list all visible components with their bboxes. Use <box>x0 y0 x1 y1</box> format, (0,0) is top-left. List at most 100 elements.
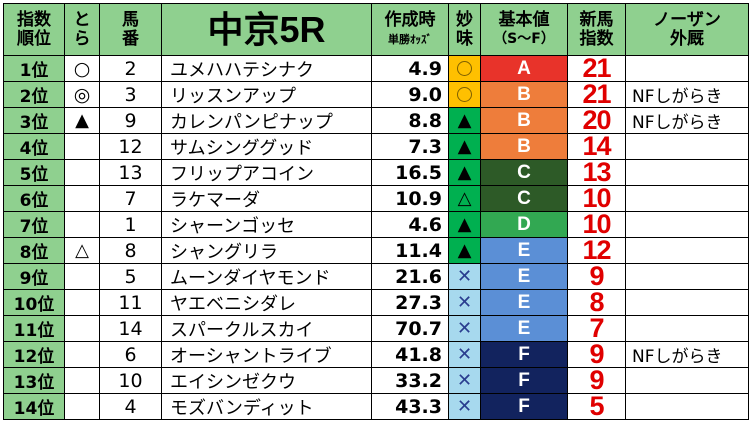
row-index-cell: 9 <box>568 264 626 290</box>
row-index-cell: 21 <box>568 82 626 108</box>
header-umaban: 馬 番 <box>100 3 162 56</box>
row-tora-cell <box>65 368 100 394</box>
row-index-cell: 20 <box>568 108 626 134</box>
row-odds-cell: 41.8 <box>372 342 449 368</box>
row-odds-cell: 16.5 <box>372 160 449 186</box>
row-myomi-cell: ✕ <box>449 342 481 368</box>
header-kihon-label: 基本値 <box>498 9 550 30</box>
row-name-cell: オーシャントライブ <box>162 342 372 368</box>
header-nosa-line2: 外厩 <box>670 28 704 49</box>
row-myomi-cell: ✕ <box>449 394 481 420</box>
row-rank-cell: 3位 <box>3 108 65 134</box>
row-grade-cell: E <box>481 238 568 264</box>
row-myomi-cell: ✕ <box>449 290 481 316</box>
row-index-cell: 21 <box>568 56 626 82</box>
row-myomi-cell: △ <box>449 186 481 212</box>
row-rank-cell: 8位 <box>3 238 65 264</box>
header-shinba: 新馬 指数 <box>568 3 626 56</box>
row-odds-cell: 43.3 <box>372 394 449 420</box>
row-grade-cell: C <box>481 160 568 186</box>
header-umaban-line1: 馬 <box>122 9 139 30</box>
header-tora: と ら <box>65 3 100 56</box>
row-grade-cell: A <box>481 56 568 82</box>
row-nf-cell <box>626 290 749 316</box>
row-myomi-cell <box>449 56 481 82</box>
double-circle-mark-icon: ◎ <box>73 83 91 106</box>
row-name-cell: リッスンアップ <box>162 82 372 108</box>
row-grade-cell: F <box>481 342 568 368</box>
header-odds-label: 作成時 <box>384 9 436 30</box>
row-name-cell: エイシンゼクウ <box>162 368 372 394</box>
black-triangle-mark-icon: ▲ <box>457 162 472 183</box>
race-index-table: 指数 順位 と ら 馬 番 中京5R 作成時 単勝ｵｯｽﾞ 妙 味 基本値 （S… <box>3 3 749 420</box>
row-umaban-cell: 8 <box>100 238 162 264</box>
row-rank-cell: 11位 <box>3 316 65 342</box>
header-nosa-line1: ノーザン <box>653 9 721 30</box>
header-tora-line1: と <box>73 9 91 30</box>
cross-mark-icon: ✕ <box>456 396 473 417</box>
row-tora-cell <box>65 316 100 342</box>
row-index-cell: 14 <box>568 134 626 160</box>
row-odds-cell: 10.9 <box>372 186 449 212</box>
row-rank-cell: 14位 <box>3 394 65 420</box>
row-name-cell: フリップアコイン <box>162 160 372 186</box>
row-index-cell: 9 <box>568 342 626 368</box>
row-myomi-cell: ✕ <box>449 368 481 394</box>
header-myomi-line2: 味 <box>456 28 473 49</box>
row-tora-cell <box>65 264 100 290</box>
row-umaban-cell: 3 <box>100 82 162 108</box>
row-nf-cell <box>626 394 749 420</box>
header-kihon: 基本値 （S～F） <box>481 3 568 56</box>
row-index-cell: 13 <box>568 160 626 186</box>
row-name-cell: ユメハハテシナク <box>162 56 372 82</box>
row-name-cell: ムーンダイヤモンド <box>162 264 372 290</box>
row-grade-cell: E <box>481 264 568 290</box>
row-tora-cell <box>65 290 100 316</box>
white-triangle-mark-icon: △ <box>457 188 472 209</box>
row-grade-cell: B <box>481 108 568 134</box>
row-nf-cell <box>626 56 749 82</box>
row-nf-cell: NFしがらき <box>626 108 749 134</box>
row-grade-cell: F <box>481 368 568 394</box>
row-myomi-cell: ▲ <box>449 238 481 264</box>
row-odds-cell: 27.3 <box>372 290 449 316</box>
header-nosa: ノーザン 外厩 <box>626 3 749 56</box>
row-index-cell: 7 <box>568 316 626 342</box>
row-tora-cell <box>65 212 100 238</box>
row-nf-cell: NFしがらき <box>626 82 749 108</box>
header-myomi-line1: 妙 <box>456 9 473 30</box>
cross-mark-icon: ✕ <box>456 344 473 365</box>
row-rank-cell: 7位 <box>3 212 65 238</box>
row-umaban-cell: 6 <box>100 342 162 368</box>
header-umaban-line2: 番 <box>122 28 139 49</box>
white-triangle-mark-icon: △ <box>75 240 89 261</box>
row-name-cell: サムシンググッド <box>162 134 372 160</box>
row-name-cell: ラケマーダ <box>162 186 372 212</box>
black-triangle-mark-icon: ▲ <box>457 240 472 261</box>
row-rank-cell: 10位 <box>3 290 65 316</box>
row-odds-cell: 4.9 <box>372 56 449 82</box>
header-kihon-sub: （S～F） <box>493 30 555 47</box>
row-umaban-cell: 11 <box>100 290 162 316</box>
row-odds-cell: 9.0 <box>372 82 449 108</box>
row-name-cell: カレンパンピナップ <box>162 108 372 134</box>
row-odds-cell: 33.2 <box>372 368 449 394</box>
row-name-cell: モズバンディット <box>162 394 372 420</box>
row-umaban-cell: 10 <box>100 368 162 394</box>
row-umaban-cell: 2 <box>100 56 162 82</box>
row-tora-cell: ○ <box>65 56 100 82</box>
header-odds-sub: 単勝ｵｯｽﾞ <box>388 32 432 46</box>
row-rank-cell: 9位 <box>3 264 65 290</box>
row-tora-cell <box>65 186 100 212</box>
row-myomi-cell <box>449 82 481 108</box>
row-odds-cell: 7.3 <box>372 134 449 160</box>
row-myomi-cell: ✕ <box>449 316 481 342</box>
row-grade-cell: C <box>481 186 568 212</box>
row-grade-cell: B <box>481 134 568 160</box>
black-triangle-mark-icon: ▲ <box>457 214 472 235</box>
row-odds-cell: 8.8 <box>372 108 449 134</box>
row-umaban-cell: 1 <box>100 212 162 238</box>
row-grade-cell: B <box>481 82 568 108</box>
header-shinba-line1: 新馬 <box>579 9 614 30</box>
row-grade-cell: E <box>481 290 568 316</box>
